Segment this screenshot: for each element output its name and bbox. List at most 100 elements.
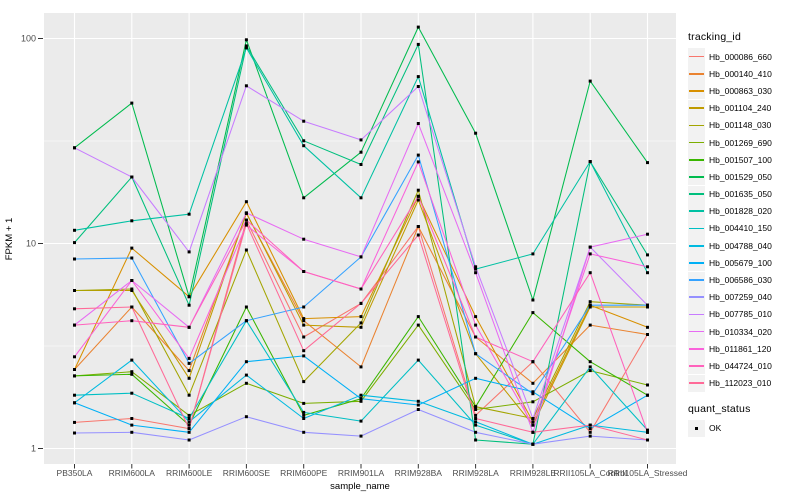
data-point [73, 393, 76, 397]
legend-entry: Hb_001635_050 [688, 185, 800, 203]
data-point [302, 270, 306, 273]
data-point [359, 315, 363, 319]
series-color-swatch [689, 158, 704, 161]
series-color-swatch [689, 141, 704, 144]
legend-entry-label: Hb_001148_030 [709, 120, 772, 131]
data-point [416, 323, 420, 327]
data-point [302, 417, 306, 420]
data-point [416, 75, 420, 79]
legend-entry: Hb_000140_410 [688, 65, 800, 83]
data-point [302, 305, 306, 309]
data-point [244, 218, 248, 222]
legend-entry-label: Hb_004410_150 [709, 223, 772, 234]
data-point [531, 311, 535, 315]
data-point [474, 423, 478, 427]
data-point [588, 271, 592, 275]
data-point [302, 323, 306, 327]
data-point [646, 161, 649, 165]
legend-entry: Hb_001828_020 [688, 202, 800, 220]
data-point [302, 430, 306, 434]
data-point [302, 410, 306, 414]
legend-entry: Hb_000863_030 [688, 82, 800, 100]
series-color-swatch [689, 176, 704, 178]
data-point [302, 401, 306, 405]
series-color-swatch [689, 210, 704, 213]
data-point [130, 372, 134, 376]
legend-key [688, 65, 705, 83]
data-point [359, 163, 363, 166]
data-point [73, 431, 76, 435]
legend-key [688, 305, 705, 323]
data-point [416, 399, 420, 403]
y-axis-title: FPKM + 1 [4, 218, 15, 261]
data-point [187, 361, 191, 365]
data-point [187, 423, 191, 427]
data-point [244, 360, 248, 364]
data-point [416, 198, 420, 202]
data-point [474, 267, 478, 271]
data-point [73, 401, 76, 405]
legend-key [688, 288, 705, 306]
data-point [244, 373, 248, 377]
legend-entries: Hb_000086_660 Hb_000140_410 Hb_000863_030 H… [688, 48, 800, 392]
data-point [474, 315, 478, 319]
legend-entry: Hb_007259_040 [688, 288, 800, 306]
data-point [130, 305, 134, 309]
legend-key [688, 48, 705, 66]
x-tick-label: RRIM928LA [452, 468, 499, 478]
data-point [187, 325, 191, 329]
legend-key [688, 271, 705, 289]
legend-entry-label: Hb_011861_120 [709, 343, 772, 354]
data-point [130, 358, 134, 362]
data-point [474, 352, 478, 356]
data-point [416, 188, 420, 192]
data-point [302, 119, 306, 123]
data-point [244, 211, 248, 215]
legend-key [688, 374, 705, 392]
data-point [187, 250, 191, 254]
data-point [474, 131, 478, 135]
data-point [73, 420, 76, 424]
data-point [302, 144, 306, 148]
data-point [588, 369, 592, 373]
data-point [73, 228, 76, 232]
data-point [302, 354, 306, 358]
data-point [531, 442, 535, 446]
data-point [588, 300, 592, 304]
data-point [244, 84, 248, 88]
data-point [474, 376, 478, 380]
legend-key [688, 134, 705, 152]
data-point [73, 307, 76, 311]
data-point [187, 427, 191, 431]
data-point [474, 265, 478, 269]
series-color-swatch [689, 330, 704, 333]
data-point [416, 42, 420, 46]
data-point [646, 271, 649, 275]
x-tick-label: RRIM901LA [338, 468, 385, 478]
legend-entry: Hb_001529_050 [688, 168, 800, 186]
data-point [302, 139, 306, 143]
data-point [531, 423, 535, 427]
data-point [130, 391, 134, 395]
data-point [359, 287, 363, 291]
data-point [588, 430, 592, 434]
data-point [588, 79, 592, 83]
data-point [646, 305, 649, 309]
y-tick-label: 100 [21, 34, 36, 44]
data-point [531, 400, 535, 404]
x-tick-label: RRII105LA_Control [553, 468, 627, 478]
legend-entry-label: Hb_001269_690 [709, 137, 772, 148]
data-point [187, 413, 191, 417]
legend-entry: Hb_005679_100 [688, 254, 800, 272]
data-point [531, 360, 535, 364]
x-tick-label: RRIM928LE [510, 468, 557, 478]
legend-key [688, 340, 705, 358]
data-point [244, 415, 248, 419]
legend-entry: Hb_007785_010 [688, 305, 800, 323]
legend-key [688, 151, 705, 169]
y-tick-label: 10 [26, 239, 36, 249]
data-point [474, 430, 478, 434]
data-point [474, 420, 478, 424]
data-point [73, 374, 76, 378]
